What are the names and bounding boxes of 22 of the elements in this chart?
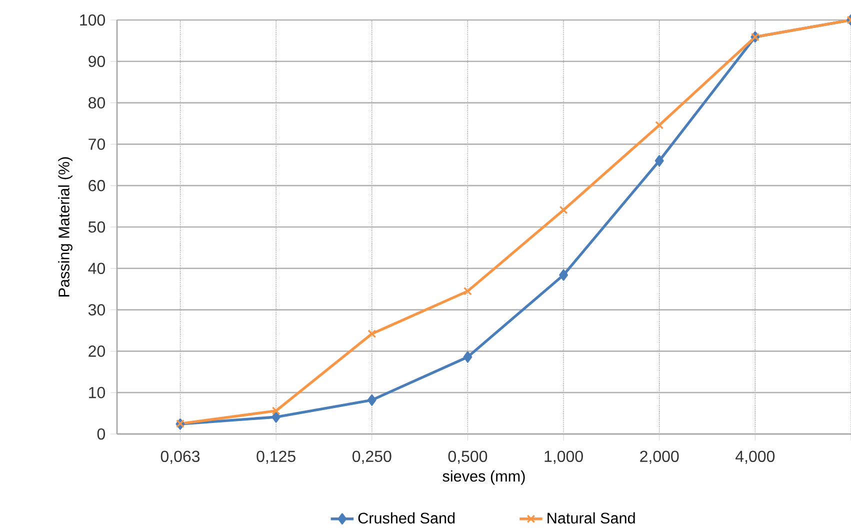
y-tick-label: 0 [97,428,106,440]
y-tick-label: 70 [88,138,106,150]
y-tick-label: 80 [88,97,106,108]
y-tick-label: 60 [88,180,106,192]
y-axis-title: Passing Material (%) [58,157,72,296]
x-tick-label: 2,000 [640,450,679,464]
legend-label: Crushed Sand [358,512,455,524]
legend-label: Natural Sand [548,512,635,524]
x-tick-label: 0,125 [256,450,296,464]
x-tick-label: 0,250 [352,450,392,464]
y-tick-label: 10 [89,386,106,398]
y-tick-label: 50 [88,221,106,233]
y-tick-label: 30 [88,304,106,316]
y-tick-label: 90 [88,56,106,68]
x-tick-label: 4,000 [736,450,775,464]
x-tick-label: 0,500 [448,450,488,464]
x-tick-label: 1,000 [544,450,583,464]
x-axis-title: sieves (mm) [442,470,525,485]
y-tick-label: 100 [80,14,106,26]
y-tick-label: 40 [88,262,106,274]
y-tick-label: 20 [88,346,106,357]
x-tick-label: 0,063 [160,450,200,464]
